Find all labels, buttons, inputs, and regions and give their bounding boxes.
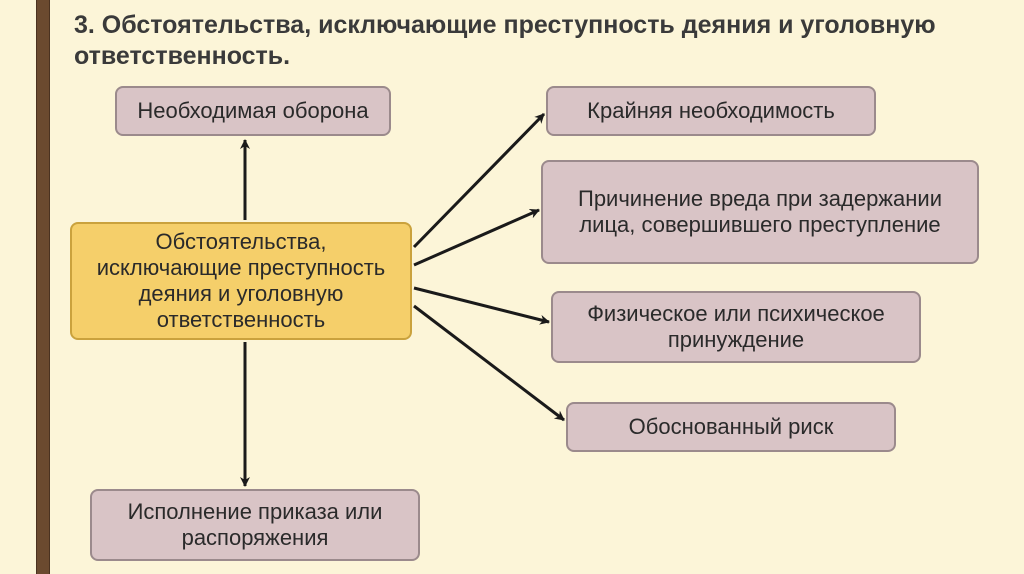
arrow-r2 — [414, 210, 539, 265]
slide-side-bar — [36, 0, 50, 574]
slide-title: 3. Обстоятельства, исключающие преступно… — [74, 10, 994, 73]
node-bottom: Исполнение приказа или распоряжения — [90, 489, 420, 561]
arrow-r4 — [414, 306, 564, 420]
node-r4: Обоснованный риск — [566, 402, 896, 452]
node-r3: Физическое или психическое принуждение — [551, 291, 921, 363]
arrow-r3 — [414, 288, 549, 322]
node-r2: Причинение вреда при задержании лица, со… — [541, 160, 979, 264]
node-r1: Крайняя необходимость — [546, 86, 876, 136]
arrow-r1 — [414, 114, 544, 247]
node-top: Необходимая оборона — [115, 86, 391, 136]
center-node: Обстоятельства, исключающие преступность… — [70, 222, 412, 340]
